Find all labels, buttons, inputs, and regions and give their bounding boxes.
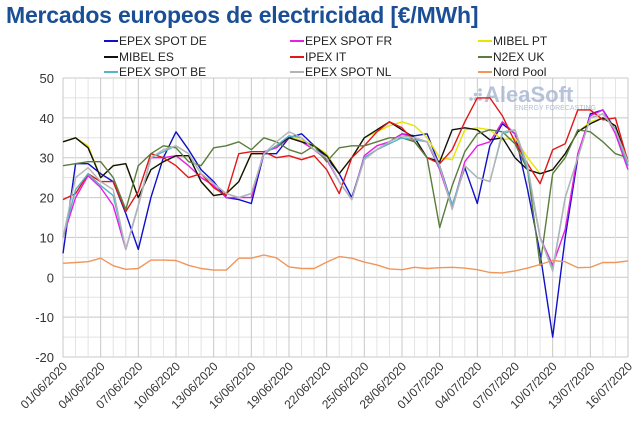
series-line-ipex-it bbox=[62, 97, 629, 213]
legend-item: EPEX SPOT NL bbox=[290, 65, 392, 79]
legend-label: IPEX IT bbox=[305, 50, 347, 64]
series-lines bbox=[62, 97, 629, 338]
legend-label: Nord Pool bbox=[493, 65, 546, 79]
chart-title: Mercados europeos de electricidad [€/MWh… bbox=[6, 2, 479, 28]
legend-label: MIBEL PT bbox=[493, 34, 548, 48]
series-line-epex-spot-nl bbox=[62, 113, 629, 272]
grid bbox=[62, 77, 629, 358]
legend-label: EPEX SPOT NL bbox=[305, 65, 392, 79]
series-line-epex-spot-de bbox=[62, 109, 629, 338]
legend-item: EPEX SPOT FR bbox=[290, 34, 392, 48]
legend-item: IPEX IT bbox=[290, 50, 347, 64]
y-axis: 50 40 30 20 10 0 -10 -20 bbox=[35, 71, 54, 365]
legend-item: EPEX SPOT BE bbox=[104, 65, 206, 79]
legend-item: N2EX UK bbox=[478, 50, 544, 64]
y-tick-label: 10 bbox=[40, 230, 54, 245]
y-tick-label: 20 bbox=[40, 191, 54, 206]
y-tick-label: 40 bbox=[40, 111, 54, 126]
legend-label: N2EX UK bbox=[493, 50, 544, 64]
series-line-mibel-es bbox=[62, 117, 629, 199]
logo-dots-icon bbox=[469, 88, 482, 101]
legend-item: EPEX SPOT DE bbox=[104, 34, 207, 48]
legend-label: EPEX SPOT BE bbox=[119, 65, 206, 79]
x-axis: 01/06/202004/06/202007/06/202010/06/2020… bbox=[18, 359, 636, 412]
y-tick-label: -10 bbox=[35, 310, 54, 325]
logo-name: AleaSoft bbox=[484, 82, 574, 107]
logo-tagline: ENERGY FORECASTING bbox=[514, 105, 596, 112]
y-tick-label: 30 bbox=[40, 151, 54, 166]
legend-item: MIBEL ES bbox=[104, 50, 174, 64]
legend: EPEX SPOT DE EPEX SPOT FR MIBEL PT MIBEL ES… bbox=[104, 34, 548, 79]
series-line-n2ex-uk bbox=[62, 129, 629, 266]
legend-label: EPEX SPOT FR bbox=[305, 34, 392, 48]
legend-item: Nord Pool bbox=[478, 65, 546, 79]
legend-label: MIBEL ES bbox=[119, 50, 174, 64]
y-tick-label: 0 bbox=[47, 270, 54, 285]
legend-label: EPEX SPOT DE bbox=[119, 34, 207, 48]
y-tick-label: 50 bbox=[40, 71, 54, 86]
y-tick-label: -20 bbox=[35, 350, 54, 365]
legend-item: MIBEL PT bbox=[478, 34, 548, 48]
aleasoft-logo: AleaSoft ENERGY FORECASTING bbox=[469, 82, 596, 112]
series-line-nord-pool bbox=[62, 254, 629, 274]
